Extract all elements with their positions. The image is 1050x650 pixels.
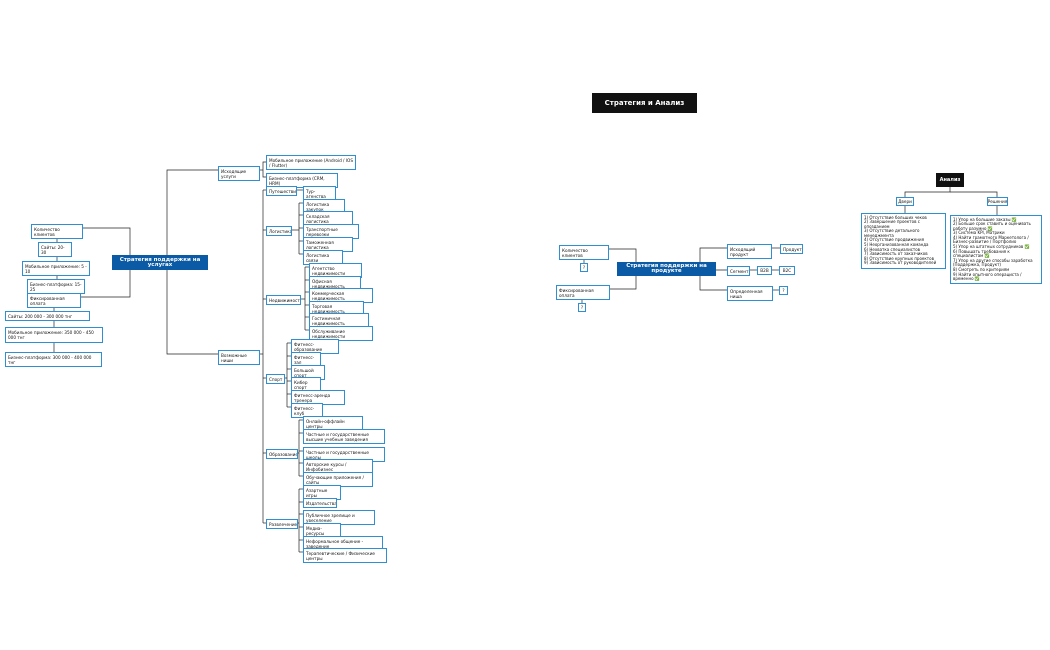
leaf[interactable]: Медиа-ресурсы: [303, 523, 341, 538]
leaf[interactable]: Мобильное приложение (Android / IOS / Fl…: [266, 155, 356, 170]
list-item: 8) Отсутствие крупных проектов: [864, 255, 934, 261]
leaf[interactable]: B2C: [779, 266, 795, 275]
connector: [166, 270, 218, 355]
branch[interactable]: Количество клиентов: [559, 245, 609, 260]
branch[interactable]: Спорт: [266, 374, 285, 384]
title[interactable]: Стратегия и Анализ: [592, 93, 697, 113]
leaf[interactable]: Издательства: [303, 498, 337, 508]
list-item: 8) Смотреть по критериям: [953, 267, 1010, 273]
leaf[interactable]: Сайты: 200 000 - 300 000 тнг: [5, 311, 90, 321]
list-item: 3) Система KPI, Матрики: [953, 230, 1005, 236]
list-item: 3) Отсутствие детального менеджмента: [864, 228, 920, 238]
list-item: 7) Зависимость от заказчиков: [864, 251, 928, 257]
leaf[interactable]: Бизнес-платформа: 300 000 - 400 000 тнг: [5, 352, 102, 367]
branch[interactable]: Исходящий продукт: [727, 244, 772, 259]
note-list: 1) Отсутствие больших чеков 2) Завершение…: [861, 213, 946, 269]
list-item: 6) Нехватка специалистов: [864, 246, 921, 252]
leaf[interactable]: Бизнес-платформа (CRM, HRM): [266, 173, 338, 188]
list-item: 5) Неорганизованная команда: [864, 242, 929, 248]
branch[interactable]: Сегмент: [727, 266, 750, 276]
list-item: 1) Упор на большие заказы ✅: [953, 216, 1017, 222]
list-item: 4) Найти грамотного Маркетолога / Бизнес…: [953, 234, 1029, 245]
branch[interactable]: Решения: [987, 197, 1008, 206]
branch[interactable]: Двери: [896, 197, 914, 206]
leaf[interactable]: Сайты: 20-30: [38, 242, 72, 257]
connector: [166, 169, 218, 255]
branch[interactable]: Образование: [266, 449, 298, 459]
central-topic[interactable]: Стратегия поддержки на услугах: [112, 255, 208, 270]
list-item: 7) Упор на другие способы заработка (Под…: [953, 257, 1033, 268]
central-topic[interactable]: Стратегия поддержки на продукте: [617, 262, 716, 276]
leaf[interactable]: Фитнесс-образование: [291, 339, 339, 354]
leaf[interactable]: Терапевтические / Физические центры: [303, 548, 387, 563]
leaf[interactable]: Частные и государственные высшие учебные…: [303, 429, 385, 444]
list-item: 1) Отсутствие больших чеков: [864, 214, 927, 220]
branch[interactable]: Развлечение: [266, 519, 298, 529]
list-item: 6) Повышать требования к специалистам ✅: [953, 248, 1010, 259]
connector: [950, 191, 998, 197]
leaf[interactable]: Логистика связи: [303, 250, 343, 265]
branch[interactable]: Фиксированная оплата: [27, 293, 81, 308]
leaf[interactable]: Торговая недвижимость: [309, 301, 364, 316]
list-item: 2) Завершение проектов с опозданием: [864, 219, 920, 229]
leaf[interactable]: Мобильное приложение: 5 - 10: [22, 261, 90, 276]
leaf[interactable]: ?: [578, 303, 586, 312]
leaf[interactable]: Бизнес-платформа: 15-25: [27, 279, 85, 294]
connector: [904, 187, 951, 197]
leaf[interactable]: ?: [580, 263, 588, 272]
list-item: 4) Отсутствие продвижения: [864, 237, 924, 243]
branch[interactable]: Исходящие услуги: [218, 166, 260, 181]
leaf[interactable]: B2B: [757, 266, 772, 275]
leaf[interactable]: ?: [779, 286, 788, 295]
branch[interactable]: Возможные ниши: [218, 350, 260, 365]
branch[interactable]: Путешествия: [266, 186, 297, 196]
leaf[interactable]: Мобильное приложение: 350 000 - 450 000 …: [5, 327, 103, 343]
branch[interactable]: Недвижимость: [266, 295, 301, 305]
branch[interactable]: Количество клиентов: [31, 224, 83, 239]
branch[interactable]: Логистика: [266, 226, 292, 236]
note-list: 1) Упор на большие заказы ✅ 2) Больше сро…: [950, 215, 1042, 285]
list-item: 9) Найти опытного операциста / временно …: [953, 271, 1022, 282]
list-item: 9) Зависимость от руководителей: [864, 260, 937, 266]
list-item: 5) Упор на штатных сотрудников ✅: [953, 244, 1030, 250]
leaf[interactable]: Продукт: [780, 244, 803, 254]
branch[interactable]: Определенная ниша: [727, 286, 773, 301]
analysis-topic[interactable]: Анализ: [936, 173, 964, 187]
leaf[interactable]: Обслуживание недвижимости: [309, 326, 373, 341]
branch[interactable]: Фиксированная оплата: [556, 285, 610, 300]
list-item: 2) Больше срок ставить и оценивать работ…: [953, 221, 1031, 231]
connector: [262, 161, 266, 178]
